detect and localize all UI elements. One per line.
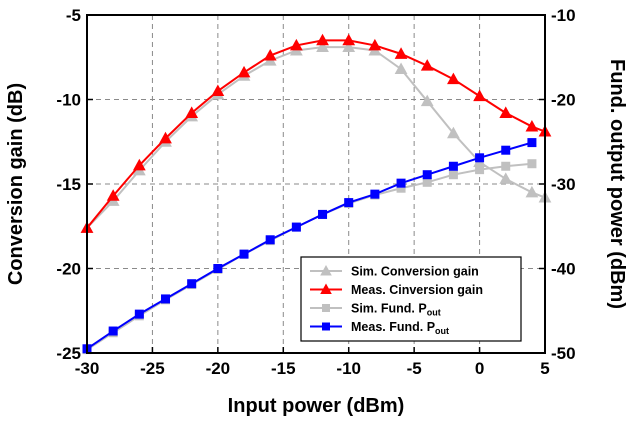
y2-tick-label: -40 (551, 260, 576, 279)
data-point (420, 94, 434, 107)
legend-marker (322, 322, 330, 331)
data-point (106, 189, 120, 201)
data-point (263, 48, 277, 61)
legend-marker (320, 283, 332, 294)
legend-marker (322, 304, 330, 312)
data-point (394, 62, 408, 75)
legend-label: Sim. Fund. Pout (351, 302, 441, 318)
data-point (499, 172, 513, 184)
data-point (132, 158, 146, 171)
data-point (501, 161, 511, 171)
data-point (394, 47, 408, 59)
x-tick-label: -20 (206, 359, 231, 378)
legend-label: Sim. Conversion gain (351, 265, 479, 279)
y-tick-label: -15 (56, 175, 81, 194)
data-point (527, 138, 537, 148)
series-1 (80, 33, 552, 233)
y2-tick-label: -50 (551, 344, 576, 363)
data-point (525, 119, 539, 132)
data-point (501, 145, 511, 155)
data-point (475, 153, 485, 163)
y-tick-label: -25 (56, 344, 81, 363)
ticks: -30 -25 -20 -15 -10 -5 0 5-5-10-15-20-25-10-20-… (56, 6, 575, 378)
legend: Sim. Conversion gain Meas. Cinversion gai… (300, 256, 522, 342)
data-point (318, 209, 328, 219)
data-point (291, 222, 301, 232)
data-point (368, 38, 382, 51)
data-point (237, 65, 251, 78)
data-point (422, 177, 432, 187)
series-line (86, 39, 546, 229)
data-point (134, 309, 144, 319)
data-point (527, 159, 537, 169)
legend-marker (320, 265, 332, 276)
series-0 (80, 40, 552, 233)
data-point (448, 170, 458, 180)
data-point (239, 249, 249, 259)
series-line (86, 46, 546, 229)
y-tick-label: -20 (56, 260, 81, 279)
data-point (396, 183, 406, 193)
legend-label: Meas. Fund. Pout (351, 320, 449, 336)
data-point (289, 38, 303, 51)
data-point (316, 40, 329, 53)
data-point (448, 161, 458, 171)
x-axis-label: Input power (dBm) (228, 395, 405, 417)
series-layer (80, 33, 552, 355)
x-tick-label: -25 (140, 359, 165, 378)
series-3 (82, 138, 537, 354)
y2-tick-label: -30 (551, 175, 576, 194)
y-tick-label: -10 (56, 91, 81, 110)
data-point (525, 185, 539, 198)
data-point (316, 33, 329, 46)
y2-axis-label: Fund. output power (dBm) (606, 59, 628, 309)
x-tick-label: -15 (271, 359, 296, 378)
data-point (499, 106, 513, 118)
data-point (342, 40, 356, 53)
data-point (342, 33, 356, 46)
data-point (447, 126, 460, 139)
x-tick-label: -30 (75, 359, 100, 378)
y-tick-label: -5 (66, 6, 81, 25)
data-point (185, 106, 199, 118)
x-tick-label: 0 (475, 359, 484, 378)
x-tick-label: 5 (540, 359, 549, 378)
x-tick-label: -5 (407, 359, 422, 378)
data-point (187, 279, 197, 289)
data-point (370, 189, 380, 199)
data-point (211, 84, 225, 96)
data-point (447, 72, 460, 85)
data-point (475, 165, 485, 175)
data-point (422, 170, 432, 180)
data-point (396, 178, 406, 188)
y2-tick-label: -20 (551, 91, 576, 110)
data-point (473, 89, 486, 102)
legend-label: Meas. Cinversion gain (351, 283, 483, 297)
data-point (161, 294, 171, 304)
data-point (108, 326, 118, 336)
data-point (213, 264, 223, 273)
y2-tick-label: -10 (551, 6, 576, 25)
y-axis-label: Conversion gain (dB) (5, 83, 27, 285)
data-point (344, 198, 354, 208)
data-point (159, 131, 172, 144)
data-point (420, 59, 434, 71)
x-tick-label: -10 (336, 359, 361, 378)
data-point (265, 235, 275, 245)
